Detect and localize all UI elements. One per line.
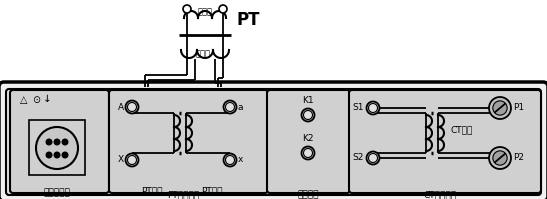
Circle shape bbox=[225, 155, 235, 165]
Circle shape bbox=[54, 152, 60, 158]
Circle shape bbox=[127, 102, 137, 111]
Text: ⊙: ⊙ bbox=[32, 95, 40, 105]
Text: △: △ bbox=[20, 95, 28, 105]
Circle shape bbox=[225, 102, 235, 111]
Circle shape bbox=[369, 103, 377, 112]
Text: PT二次: PT二次 bbox=[201, 186, 223, 195]
Text: 伏安特性: 伏安特性 bbox=[297, 190, 319, 199]
FancyBboxPatch shape bbox=[267, 90, 350, 193]
Circle shape bbox=[62, 152, 68, 158]
Text: PT一次: PT一次 bbox=[141, 186, 163, 195]
Circle shape bbox=[493, 151, 507, 165]
Circle shape bbox=[224, 100, 236, 113]
FancyBboxPatch shape bbox=[109, 90, 268, 193]
Circle shape bbox=[125, 100, 138, 113]
Circle shape bbox=[183, 5, 191, 13]
Circle shape bbox=[369, 153, 377, 163]
Circle shape bbox=[219, 5, 227, 13]
Text: X: X bbox=[118, 155, 124, 165]
Text: K2: K2 bbox=[302, 134, 314, 143]
Circle shape bbox=[366, 151, 380, 165]
Circle shape bbox=[36, 127, 78, 169]
Circle shape bbox=[493, 101, 507, 115]
Circle shape bbox=[125, 153, 138, 167]
Text: 二次側: 二次側 bbox=[195, 49, 211, 58]
FancyBboxPatch shape bbox=[10, 90, 109, 193]
Text: S1: S1 bbox=[352, 103, 364, 112]
Circle shape bbox=[489, 97, 511, 119]
Text: PT變比極性: PT變比極性 bbox=[167, 190, 199, 199]
Circle shape bbox=[46, 139, 52, 145]
Circle shape bbox=[46, 152, 52, 158]
Text: ↓: ↓ bbox=[43, 94, 51, 104]
Circle shape bbox=[366, 101, 380, 114]
Text: 一次側: 一次側 bbox=[197, 7, 212, 16]
Circle shape bbox=[224, 153, 236, 167]
Text: CT變比極性: CT變比極性 bbox=[423, 190, 457, 199]
Circle shape bbox=[301, 108, 315, 122]
Circle shape bbox=[304, 148, 312, 157]
Text: P1: P1 bbox=[513, 103, 524, 112]
Text: S2: S2 bbox=[353, 153, 364, 163]
FancyBboxPatch shape bbox=[6, 89, 541, 195]
Circle shape bbox=[127, 155, 137, 165]
Text: K1: K1 bbox=[302, 96, 314, 105]
Circle shape bbox=[301, 146, 315, 160]
Circle shape bbox=[304, 110, 312, 120]
FancyBboxPatch shape bbox=[349, 90, 541, 193]
Text: 外接測量口: 外接測量口 bbox=[44, 188, 71, 197]
Text: x: x bbox=[238, 155, 243, 165]
Text: P2: P2 bbox=[513, 153, 524, 163]
FancyBboxPatch shape bbox=[0, 82, 547, 199]
Text: a: a bbox=[238, 102, 243, 111]
Text: PT: PT bbox=[237, 11, 260, 29]
Circle shape bbox=[489, 147, 511, 169]
Circle shape bbox=[54, 139, 60, 145]
Circle shape bbox=[62, 139, 68, 145]
Text: CT一次: CT一次 bbox=[451, 126, 473, 135]
Text: A: A bbox=[118, 102, 124, 111]
